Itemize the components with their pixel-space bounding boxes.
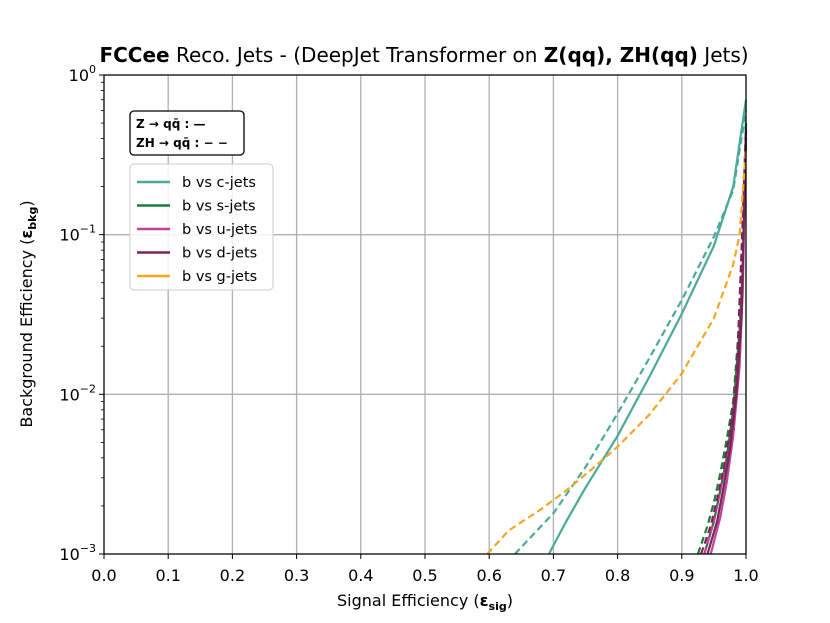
x-tick-label: 0.6 bbox=[476, 566, 501, 585]
x-tick-label: 1.0 bbox=[733, 566, 758, 585]
y-axis-sub: bkg bbox=[26, 207, 39, 230]
y-tick-label: 100 bbox=[69, 63, 96, 85]
title-plain-1: Reco. Jets - (DeepJet Transformer on bbox=[170, 43, 544, 67]
title-bold-process: Z(qq), ZH(qq) bbox=[544, 43, 698, 67]
x-tick-label: 0.4 bbox=[348, 566, 373, 585]
y-tick-label: 10−1 bbox=[59, 223, 96, 245]
curve-b-vs-d-jets bbox=[706, 130, 748, 555]
y-axis-symbol: ε bbox=[17, 230, 36, 239]
y-axis-label: Background Efficiency (εbkg) bbox=[17, 200, 39, 427]
x-tick-label: 0.0 bbox=[91, 566, 116, 585]
x-axis-sub: sig bbox=[489, 600, 507, 613]
x-ticks: 0.0 0.1 0.2 0.3 0.4 0.5 0.6 0.7 0.8 0.9 1.0 bbox=[91, 554, 759, 585]
style-box-frame bbox=[129, 110, 245, 156]
curve-b-vs-d-jets-zh bbox=[700, 138, 748, 555]
style-box-line-z: Z → qq̄ : — bbox=[136, 117, 205, 131]
y-axis-label-text: Background Efficiency bbox=[17, 250, 36, 428]
curve-b-vs-c-jets-zh bbox=[514, 110, 748, 555]
y-tick-label: 10−3 bbox=[59, 542, 96, 564]
x-tick-label: 0.1 bbox=[155, 566, 180, 585]
style-box-line-zh: ZH → qq̄ : − − bbox=[136, 136, 228, 150]
legend-label: b vs d-jets bbox=[182, 246, 257, 262]
legend-frame bbox=[129, 163, 274, 291]
legend-label: b vs g-jets bbox=[182, 269, 257, 285]
x-tick-label: 0.2 bbox=[220, 566, 245, 585]
title-bold-fccee: FCCee bbox=[99, 43, 169, 67]
x-tick-label: 0.8 bbox=[605, 566, 630, 585]
curve-b-vs-g-jets bbox=[486, 147, 748, 555]
title-plain-2: Jets) bbox=[698, 43, 749, 67]
x-tick-label: 0.3 bbox=[284, 566, 309, 585]
roc-curves bbox=[486, 99, 748, 555]
y-ticks: 10−3 10−2 10−1 100 bbox=[59, 63, 104, 564]
legend: b vs c-jets b vs s-jets b vs u-jets b vs d-… bbox=[129, 163, 274, 291]
chart-title: FCCee Reco. Jets - (DeepJet Transformer … bbox=[99, 43, 748, 67]
legend-label: b vs c-jets bbox=[182, 175, 256, 191]
x-tick-label: 0.7 bbox=[541, 566, 566, 585]
x-axis-label: Signal Efficiency (εsig) bbox=[337, 591, 513, 613]
x-tick-label: 0.9 bbox=[669, 566, 694, 585]
x-tick-label: 0.5 bbox=[412, 566, 437, 585]
y-tick-label: 10−2 bbox=[59, 382, 96, 404]
x-axis-label-text: Signal Efficiency bbox=[337, 591, 468, 610]
legend-label: b vs s-jets bbox=[182, 199, 256, 215]
legend-label: b vs u-jets bbox=[182, 222, 257, 238]
style-box: Z → qq̄ : — ZH → qq̄ : − − bbox=[129, 110, 245, 156]
x-axis-symbol: ε bbox=[480, 591, 489, 610]
